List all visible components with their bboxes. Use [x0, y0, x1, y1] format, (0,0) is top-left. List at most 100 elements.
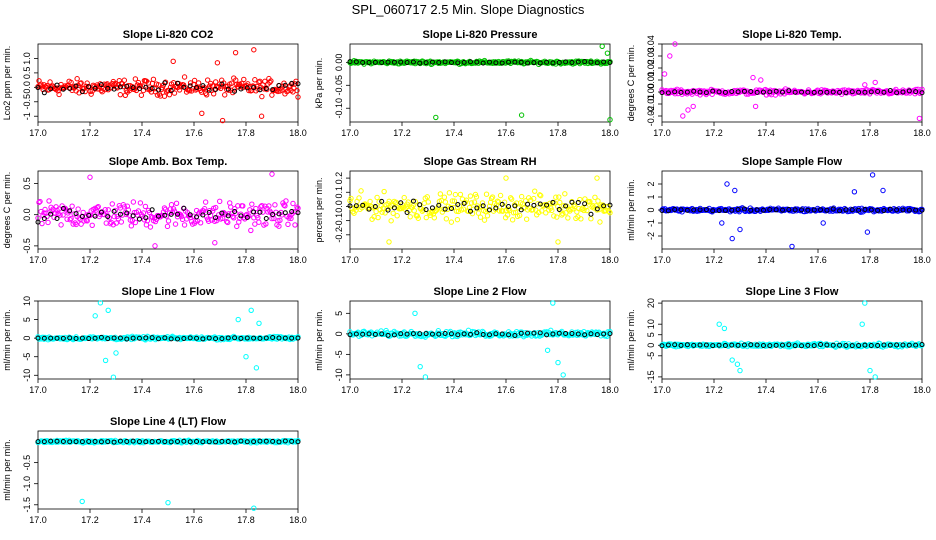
data-point	[268, 78, 274, 84]
reference-point	[436, 59, 442, 65]
reference-point	[703, 342, 709, 348]
reference-point	[429, 331, 435, 337]
reference-point	[391, 205, 397, 211]
data-point	[249, 201, 255, 207]
data-point	[553, 194, 559, 200]
data-point	[111, 213, 117, 220]
reference-point	[722, 207, 728, 213]
reference-point	[461, 59, 467, 65]
reference-point	[805, 342, 811, 348]
data-point	[212, 204, 219, 211]
outlier-point	[737, 367, 743, 374]
reference-point	[875, 342, 881, 348]
data-point	[191, 77, 198, 84]
y-tick-label: 2	[646, 181, 656, 186]
panel-line3-flow: Slope Line 3 Flow ml/min per min. 17.0 17.2…	[626, 286, 931, 395]
reference-point	[448, 205, 454, 211]
y-tick-label: 10	[22, 296, 32, 306]
reference-point	[111, 86, 117, 92]
outlier-point	[716, 321, 722, 327]
reference-point	[111, 439, 117, 445]
reference-point	[786, 342, 792, 348]
reference-point	[155, 213, 161, 219]
reference-point	[168, 211, 174, 217]
outlier-point	[555, 239, 561, 245]
reference-point	[474, 205, 480, 211]
data-point	[105, 207, 111, 213]
reference-point	[455, 60, 461, 66]
outlier-point	[412, 310, 418, 317]
reference-point	[455, 201, 461, 207]
reference-point	[219, 336, 225, 342]
reference-point	[366, 206, 372, 212]
reference-point	[856, 89, 862, 95]
reference-point	[232, 439, 238, 445]
reference-point	[244, 335, 250, 341]
reference-point	[684, 207, 690, 213]
reference-point	[35, 219, 41, 225]
data-point	[559, 212, 565, 218]
reference-point	[225, 335, 231, 341]
outlier-point	[724, 181, 730, 187]
data-point	[76, 90, 82, 96]
reference-point	[105, 439, 111, 445]
data-point	[150, 76, 157, 82]
panel-sample-flow: Slope Sample Flow ml/min per min. 17.0 17.2…	[626, 156, 931, 265]
data-point	[220, 215, 226, 222]
y-tick-label: -0.5	[22, 238, 32, 254]
reference-point	[703, 207, 709, 213]
reference-point	[54, 82, 60, 88]
data-point	[201, 206, 208, 212]
reference-point	[779, 89, 785, 95]
reference-point	[818, 207, 824, 213]
reference-point	[830, 206, 836, 212]
data-point	[252, 77, 258, 83]
reference-point	[257, 438, 263, 444]
reference-point	[60, 438, 66, 444]
data-point	[448, 219, 455, 225]
reference-point	[213, 336, 219, 342]
reference-point	[824, 207, 830, 213]
data-point	[577, 331, 583, 337]
data-point	[394, 213, 400, 219]
reference-point	[257, 209, 263, 215]
outlier-point	[667, 53, 673, 59]
data-point	[178, 213, 185, 220]
reference-point	[830, 342, 836, 348]
panel-amb-box-temp: Slope Amb. Box Temp. degrees C per min. 17…	[2, 156, 307, 265]
reference-point	[467, 331, 473, 337]
x-tick-label: 18.0	[289, 515, 307, 525]
reference-point	[98, 439, 104, 445]
data-point	[214, 215, 221, 221]
reference-point	[811, 343, 817, 349]
data-point	[259, 93, 265, 100]
data-point	[165, 218, 172, 224]
reference-point	[900, 342, 906, 348]
reference-point	[499, 331, 505, 337]
reference-point	[824, 342, 830, 348]
reference-point	[537, 330, 543, 336]
y-tick-label: -2	[646, 232, 656, 240]
reference-point	[162, 335, 168, 341]
data-point	[479, 200, 486, 206]
reference-point	[697, 342, 703, 348]
reference-point	[225, 439, 231, 445]
reference-point	[251, 439, 257, 445]
reference-point	[282, 438, 288, 444]
reference-point	[200, 83, 206, 89]
reference-point	[741, 88, 747, 94]
reference-point	[289, 335, 295, 341]
outlier-point	[851, 189, 858, 195]
y-tick-label: -10	[334, 368, 344, 381]
outlier-point	[719, 220, 725, 226]
reference-point	[398, 200, 404, 206]
data-point	[161, 93, 168, 99]
reference-point	[105, 214, 111, 220]
outlier-point	[607, 117, 613, 123]
y-tick-label: 20	[646, 298, 656, 308]
panel-title: Slope Amb. Box Temp.	[109, 156, 228, 168]
data-point	[224, 218, 230, 225]
data-point	[95, 203, 101, 210]
reference-point	[710, 88, 716, 94]
reference-point	[181, 205, 187, 211]
